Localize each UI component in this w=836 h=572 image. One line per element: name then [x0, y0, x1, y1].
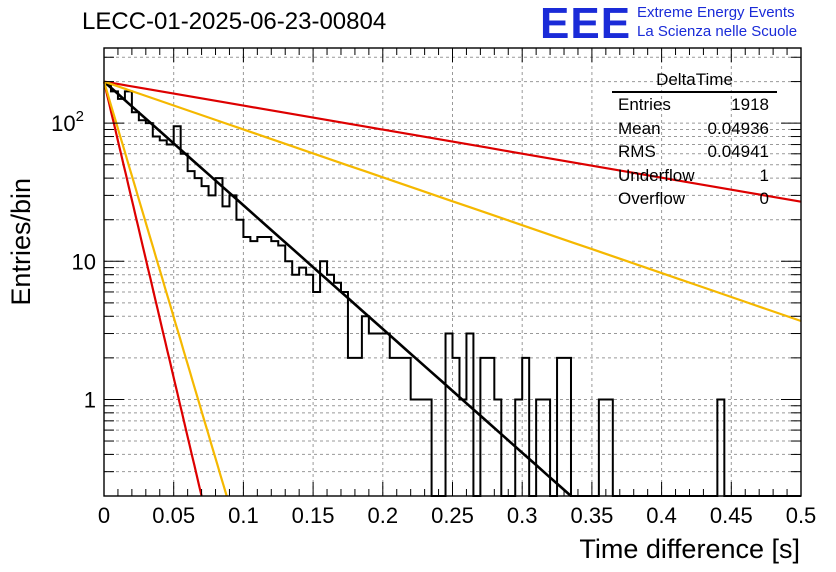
stats-title: DeltaTime: [612, 70, 777, 93]
x-tick-label: 0.45: [710, 503, 753, 528]
y-axis-label: Entries/bin: [6, 178, 36, 306]
x-tick-label: 0.3: [507, 503, 538, 528]
stats-box: DeltaTime Entries 1918 Mean 0.04936 RMS 0.0…: [612, 70, 777, 211]
stats-value: 0.04936: [707, 118, 769, 138]
stats-value: 0.04941: [707, 142, 769, 161]
y-tick-label: 1: [84, 387, 96, 412]
fit-line-2: [103, 80, 802, 323]
x-tick-label: 0.2: [368, 503, 399, 528]
x-axis-label: Time difference [s]: [579, 534, 800, 564]
x-tick-label: 0.35: [570, 503, 613, 528]
logo-caption: Extreme Energy Events La Scienza nelle S…: [637, 3, 797, 41]
stats-row: Mean 0.04936: [612, 117, 777, 141]
logo-line-2: La Scienza nelle Scuole: [637, 23, 798, 40]
stats-row: Overflow 0: [612, 187, 777, 211]
page-title: LECC-01-2025-06-23-00804: [82, 8, 387, 35]
stats-value: 1918: [731, 95, 769, 114]
y-tick-label: 102: [51, 108, 84, 136]
stats-row: Entries 1918: [612, 93, 777, 117]
stats-label: Overflow: [618, 189, 686, 208]
y-tick-labels: 1 10 102: [51, 108, 96, 412]
x-tick-label: 0.4: [646, 503, 677, 528]
stats-label: Entries: [618, 95, 671, 114]
fit-line-3: [102, 81, 203, 497]
fit-lines: [102, 80, 802, 497]
eee-logo: EEE: [540, 0, 632, 48]
logo-line-1: Extreme Energy Events: [637, 4, 795, 21]
grid: [104, 48, 801, 497]
stats-label: Underflow: [618, 165, 695, 185]
stats-value: 1: [759, 165, 769, 185]
x-tick-label: 0.1: [228, 503, 259, 528]
x-tick-labels: 0 0.05 0.1 0.15 0.2 0.25 0.3 0.35 0.4 0.45 0.5: [98, 503, 816, 528]
x-tick-label: 0.05: [152, 503, 195, 528]
fit-line-0: [103, 80, 572, 497]
stats-row: RMS 0.04941: [612, 140, 777, 164]
y-tick-label: 10: [72, 249, 96, 274]
fit-line-4: [102, 81, 228, 497]
fit-line-1: [103, 80, 802, 203]
x-tick-label: 0: [98, 503, 110, 528]
stats-label: Mean: [618, 118, 661, 138]
axis-ticks: [103, 48, 802, 497]
stats-row: Underflow 1: [612, 164, 777, 188]
x-tick-label: 0.25: [431, 503, 474, 528]
x-tick-label: 0.5: [786, 503, 817, 528]
x-tick-label: 0.15: [292, 503, 335, 528]
stats-label: RMS: [618, 142, 656, 161]
stats-value: 0: [759, 189, 769, 208]
